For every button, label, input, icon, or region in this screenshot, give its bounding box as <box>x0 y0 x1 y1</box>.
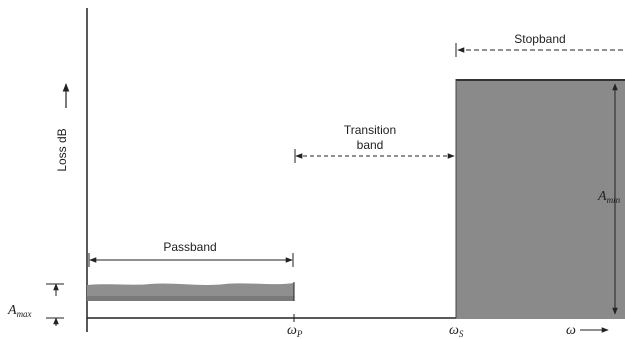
transition-label-line1: Transition <box>344 123 396 137</box>
stopband-label: Stopband <box>514 32 565 46</box>
passband-bottom-edge <box>87 296 294 301</box>
y-axis-label: Loss dB <box>55 128 69 171</box>
omega-axis-label: ω <box>566 323 576 338</box>
omega-s-label: ωS <box>449 323 464 339</box>
omega-p-label: ωP <box>287 323 303 339</box>
stopband-region <box>456 79 625 319</box>
y-axis-label-group: Loss dB <box>55 128 69 171</box>
a-min-label: Amin <box>597 189 621 205</box>
passband-label: Passband <box>163 240 216 254</box>
a-max-label: Amax <box>7 303 32 319</box>
transition-label-line2: band <box>357 138 384 152</box>
